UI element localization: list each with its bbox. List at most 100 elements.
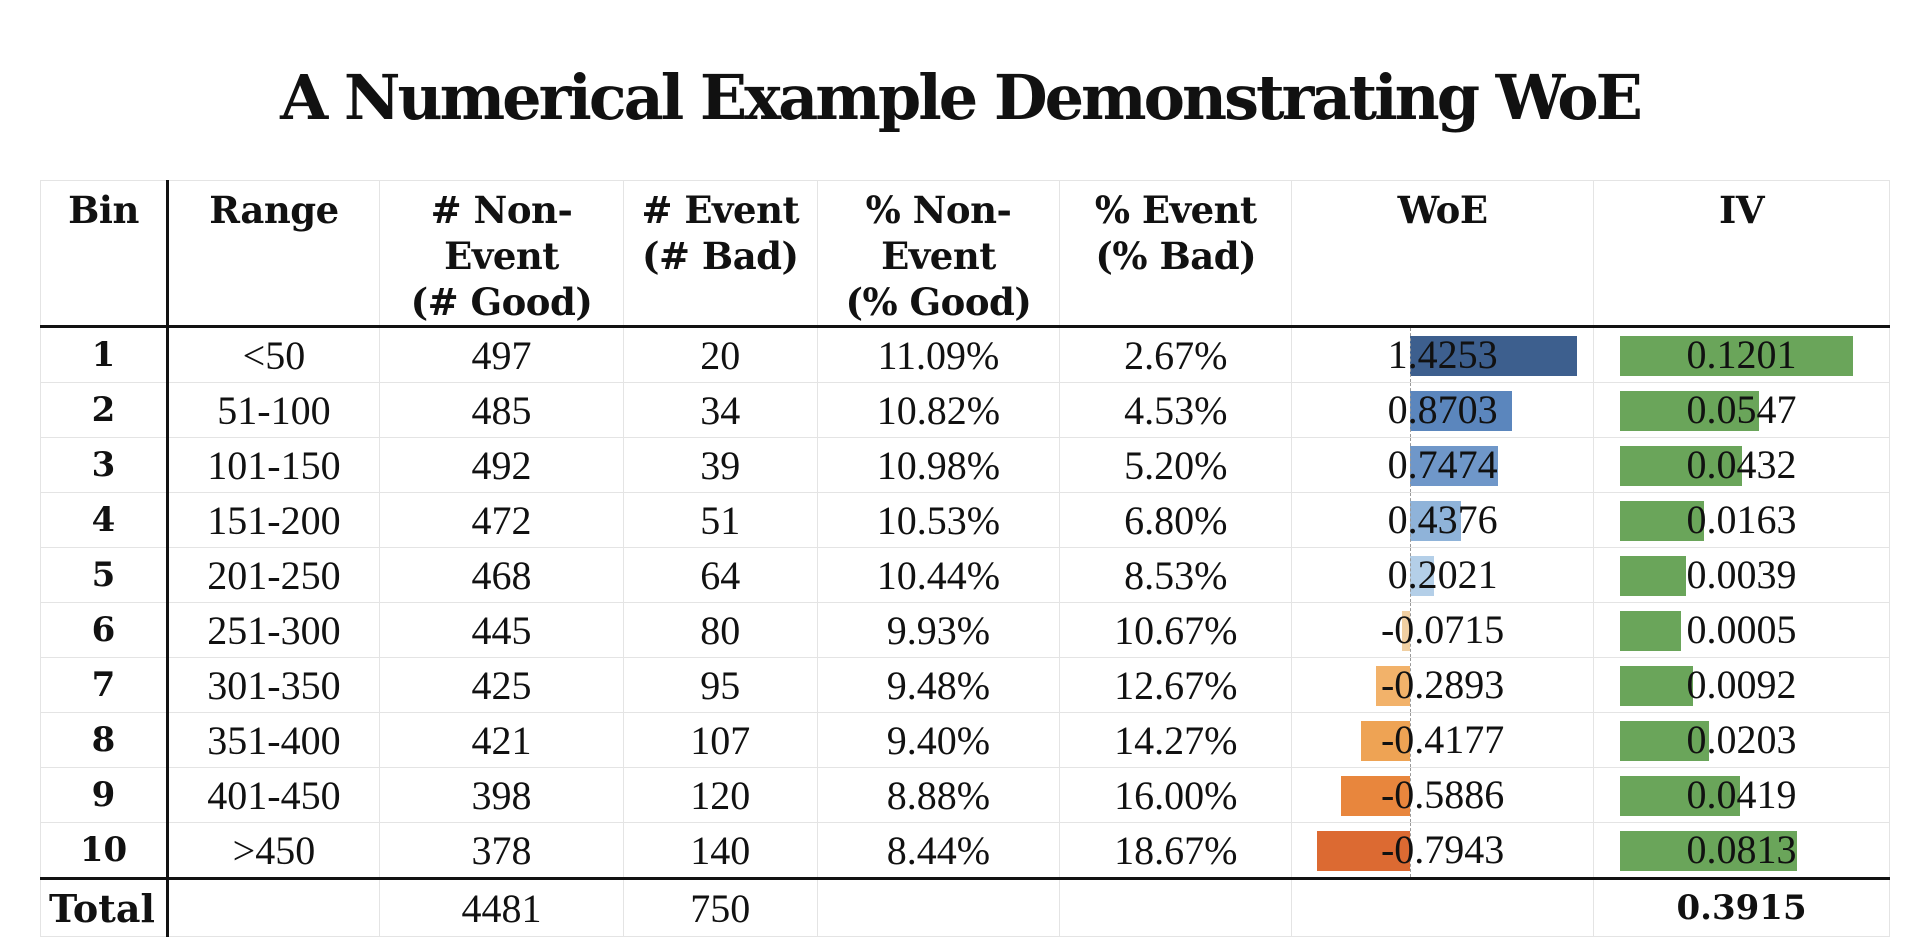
total-label: Total (40, 877, 169, 937)
non-event-cell: 445 (378, 602, 625, 658)
woe-zero-axis (1410, 438, 1412, 492)
woe-cell: 0.8703 (1291, 382, 1595, 438)
range-cell: 151-200 (166, 492, 380, 548)
header-pct-non-event-line2: Event (881, 234, 996, 278)
iv-cell: 0.0419 (1593, 767, 1890, 823)
header-non-event-line1: # Non- (430, 188, 573, 232)
table-row: 1 <50 497 20 11.09% 2.67% 1.4253 0.1201 (40, 326, 1890, 383)
woe-value: -0.7943 (1380, 827, 1505, 872)
woe-value: 0.7474 (1387, 442, 1498, 487)
range-cell: 401-450 (166, 767, 380, 823)
woe-zero-axis (1410, 658, 1412, 712)
woe-cell: -0.7943 (1291, 822, 1595, 879)
woe-bar (1401, 611, 1411, 651)
non-event-cell: 398 (378, 767, 625, 823)
bin-cell: 1 (40, 326, 169, 383)
non-event-cell: 421 (378, 712, 625, 768)
woe-bar (1376, 666, 1411, 706)
bin-cell: 4 (40, 492, 169, 548)
header-pct-event-line1: % Event (1094, 188, 1257, 232)
pct-non-event-cell: 10.98% (816, 437, 1061, 493)
woe-value: 0.8703 (1387, 387, 1498, 432)
woe-zero-axis (1410, 603, 1412, 657)
woe-zero-axis (1410, 823, 1412, 877)
table-row: 5 201-250 468 64 10.44% 8.53% 0.2021 0.0039 (40, 547, 1890, 603)
total-woe (1291, 877, 1595, 937)
woe-bar (1410, 336, 1577, 376)
non-event-cell: 492 (378, 437, 625, 493)
range-cell: >450 (166, 822, 380, 879)
header-woe: WoE (1291, 180, 1595, 328)
event-cell: 80 (623, 602, 818, 658)
range-cell: 301-350 (166, 657, 380, 713)
woe-cell: 0.2021 (1291, 547, 1595, 603)
pct-non-event-cell: 8.44% (816, 822, 1061, 879)
iv-bar (1620, 501, 1704, 541)
pct-non-event-cell: 8.88% (816, 767, 1061, 823)
iv-value: 0.0163 (1686, 497, 1797, 542)
pct-event-cell: 5.20% (1059, 437, 1293, 493)
iv-cell: 0.0163 (1593, 492, 1890, 548)
event-cell: 107 (623, 712, 818, 768)
table-row: 8 351-400 421 107 9.40% 14.27% -0.4177 0.0203 (40, 712, 1890, 768)
pct-event-cell: 16.00% (1059, 767, 1293, 823)
woe-value: 0.2021 (1387, 552, 1498, 597)
iv-bar (1620, 831, 1798, 871)
woe-value: -0.5886 (1380, 772, 1505, 817)
woe-zero-axis (1410, 383, 1412, 437)
iv-value: 0.0547 (1686, 387, 1797, 432)
pct-event-cell: 4.53% (1059, 382, 1293, 438)
table-row: 10 >450 378 140 8.44% 18.67% -0.7943 0.0813 (40, 822, 1890, 879)
range-cell: 351-400 (166, 712, 380, 768)
iv-value: 0.0092 (1686, 662, 1797, 707)
header-non-event: # Non- Event (# Good) (378, 180, 625, 328)
woe-cell: 1.4253 (1291, 326, 1595, 383)
total-iv: 0.3915 (1593, 877, 1890, 937)
pct-event-cell: 8.53% (1059, 547, 1293, 603)
range-cell: 101-150 (166, 437, 380, 493)
bin-cell: 9 (40, 767, 169, 823)
iv-cell: 0.0547 (1593, 382, 1890, 438)
table-row: 9 401-450 398 120 8.88% 16.00% -0.5886 0.0419 (40, 767, 1890, 823)
table-row: 4 151-200 472 51 10.53% 6.80% 0.4376 0.0163 (40, 492, 1890, 548)
iv-cell: 0.0092 (1593, 657, 1890, 713)
total-pct-event (1059, 877, 1293, 937)
event-cell: 51 (623, 492, 818, 548)
event-cell: 39 (623, 437, 818, 493)
woe-cell: -0.0715 (1291, 602, 1595, 658)
header-range: Range (166, 180, 380, 328)
woe-zero-axis (1410, 548, 1412, 602)
woe-bar (1410, 501, 1462, 541)
woe-cell: -0.2893 (1291, 657, 1595, 713)
header-row: Bin Range # Non- Event (# Good) # Event … (40, 180, 1890, 328)
table-row: 7 301-350 425 95 9.48% 12.67% -0.2893 0.0092 (40, 657, 1890, 713)
pct-non-event-cell: 10.53% (816, 492, 1061, 548)
non-event-cell: 472 (378, 492, 625, 548)
header-pct-non-event: % Non- Event (% Good) (816, 180, 1061, 328)
pct-event-cell: 10.67% (1059, 602, 1293, 658)
header-event: # Event (# Bad) (623, 180, 818, 328)
iv-bar (1620, 666, 1694, 706)
iv-bar (1620, 776, 1741, 816)
non-event-cell: 485 (378, 382, 625, 438)
woe-value: -0.2893 (1380, 662, 1505, 707)
iv-cell: 0.0203 (1593, 712, 1890, 768)
iv-value: 0.0813 (1686, 827, 1797, 872)
woe-zero-axis (1410, 713, 1412, 767)
event-cell: 64 (623, 547, 818, 603)
header-pct-event-line2: (% Bad) (1095, 234, 1257, 278)
iv-value: 0.0039 (1686, 552, 1797, 597)
range-cell: 51-100 (166, 382, 380, 438)
iv-bar (1620, 721, 1710, 761)
bin-cell: 3 (40, 437, 169, 493)
bin-cell: 6 (40, 602, 169, 658)
iv-bar (1620, 611, 1681, 651)
table-body: 1 <50 497 20 11.09% 2.67% 1.4253 0.1201 2 51-100 4… (40, 326, 1890, 879)
event-cell: 20 (623, 326, 818, 383)
woe-value: -0.4177 (1380, 717, 1505, 762)
iv-cell: 0.0039 (1593, 547, 1890, 603)
pct-event-cell: 18.67% (1059, 822, 1293, 879)
woe-value: 1.4253 (1387, 332, 1498, 377)
woe-bar (1341, 776, 1411, 816)
iv-bar (1620, 336, 1854, 376)
